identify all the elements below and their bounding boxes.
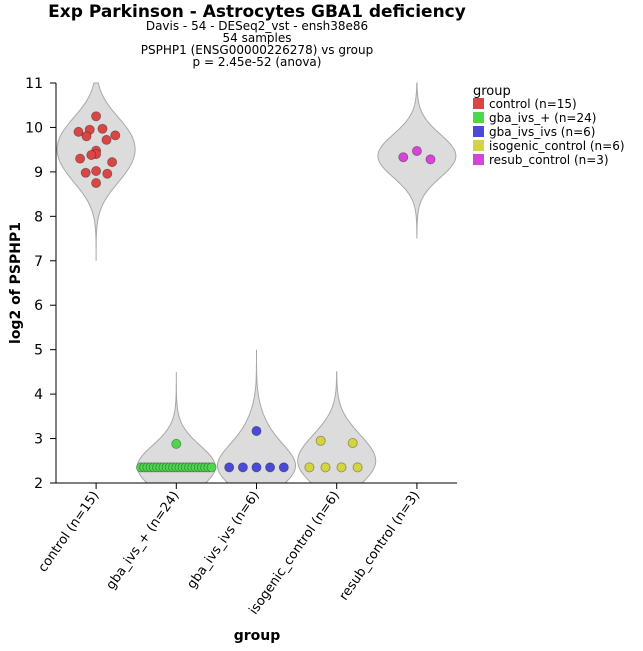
data-point — [352, 462, 363, 473]
data-point — [91, 111, 102, 122]
legend-swatch — [473, 140, 484, 151]
legend-label: resub_control (n=3) — [489, 153, 609, 167]
data-point — [73, 126, 84, 137]
data-point — [102, 168, 113, 179]
y-tick-label: 4 — [34, 387, 43, 403]
x-tick-label: gba_ivs_ivs (n=6) — [184, 489, 262, 592]
title-block: Exp Parkinson - Astrocytes GBA1 deficien… — [48, 2, 466, 69]
x-tick-label: isogenic_control (n=6) — [246, 489, 343, 618]
chart-subtitle-1: Davis - 54 - DESeq2_vst - ensh38e86 — [146, 19, 368, 33]
y-ticks: 2 3 4 5 6 7 8 9 10 11 — [25, 76, 56, 492]
y-tick-label: 11 — [25, 76, 43, 92]
legend-label: control (n=15) — [489, 97, 577, 111]
y-tick-label: 3 — [34, 432, 43, 448]
chart-title: Exp Parkinson - Astrocytes GBA1 deficien… — [48, 2, 466, 22]
data-point — [398, 152, 409, 163]
y-axis-title: log2 of PSPHP1 — [8, 222, 24, 344]
chart-subtitle-2: 54 samples — [223, 31, 292, 45]
data-point — [81, 131, 92, 142]
x-axis-title: group — [234, 628, 281, 644]
data-point — [320, 462, 331, 473]
x-tick-label: control (n=15) — [36, 489, 103, 575]
legend-label: gba_ivs_ivs (n=6) — [489, 125, 595, 139]
data-point — [278, 462, 289, 473]
y-tick-label: 5 — [34, 343, 43, 359]
violin-shape — [377, 82, 457, 239]
data-point — [411, 145, 422, 156]
y-tick-label: 7 — [34, 254, 43, 270]
data-point — [304, 462, 315, 473]
legend-title: group — [473, 84, 511, 99]
x-ticks: control (n=15) gba_ivs_+ (n=24) gba_ivs_iv… — [36, 483, 424, 618]
data-point — [206, 462, 217, 473]
x-tick-label: gba_ivs_+ (n=24) — [104, 489, 183, 593]
data-point — [91, 177, 102, 188]
legend-label: isogenic_control (n=6) — [489, 139, 625, 153]
legend: group control (n=15)gba_ivs_+ (n=24)gba_… — [473, 84, 625, 167]
data-point — [80, 167, 91, 178]
legend-swatch — [473, 154, 484, 165]
y-tick-label: 9 — [34, 165, 43, 181]
data-point — [315, 435, 326, 446]
data-point — [101, 134, 112, 145]
data-point — [86, 149, 97, 160]
data-point — [265, 462, 276, 473]
data-point — [171, 438, 182, 449]
data-point — [91, 165, 102, 176]
chart-subtitle-4: p = 2.45e-52 (anova) — [193, 55, 322, 69]
y-tick-label: 2 — [34, 476, 43, 492]
legend-swatch — [473, 126, 484, 137]
violins-layer — [56, 82, 457, 484]
data-point — [75, 153, 86, 164]
data-point — [251, 462, 262, 473]
points-layer — [73, 111, 436, 473]
legend-swatch — [473, 112, 484, 123]
data-point — [97, 123, 108, 134]
data-point — [336, 462, 347, 473]
data-point — [425, 154, 436, 165]
y-tick-label: 10 — [25, 120, 43, 136]
legend-label: gba_ivs_+ (n=24) — [489, 111, 596, 125]
violin-shape — [297, 371, 377, 484]
legend-swatch — [473, 98, 484, 109]
data-point — [107, 157, 118, 168]
data-point — [237, 462, 248, 473]
violin-shape — [136, 371, 216, 484]
data-point — [224, 462, 235, 473]
data-point — [347, 437, 358, 448]
y-tick-label: 6 — [34, 298, 43, 314]
data-point — [251, 425, 262, 436]
chart-subtitle-3: PSPHP1 (ENSG00000226278) vs group — [141, 43, 373, 57]
y-tick-label: 8 — [34, 209, 43, 225]
x-tick-label: resub_control (n=3) — [337, 489, 424, 604]
data-point — [110, 130, 121, 141]
violin-shape — [217, 349, 296, 484]
